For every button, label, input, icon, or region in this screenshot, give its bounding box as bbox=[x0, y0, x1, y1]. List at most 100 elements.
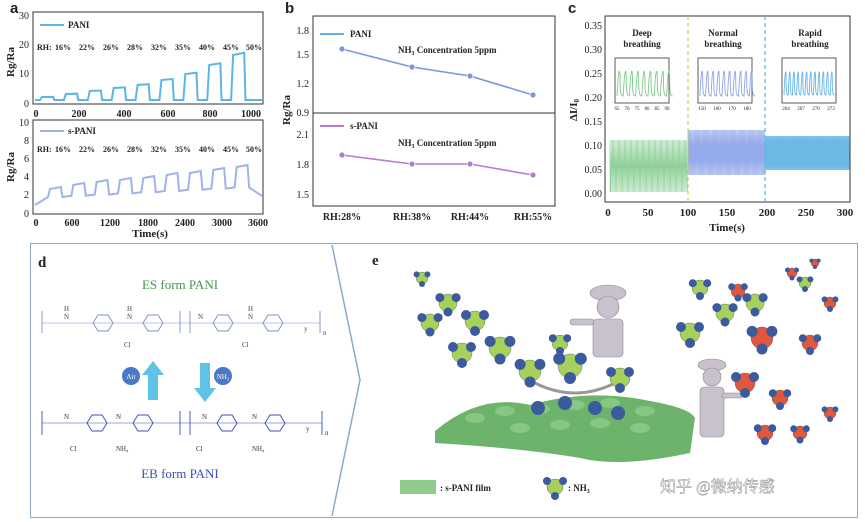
c-xtick: 100 bbox=[680, 207, 697, 219]
eb-nh4-ion: NH₄ bbox=[252, 445, 265, 453]
reacted-molecule-h-atom bbox=[731, 372, 741, 382]
panel-label-a: a bbox=[10, 0, 19, 17]
panel-e-figure: e : s-PANI film : NH3 知乎 @微纳传感 bbox=[372, 253, 839, 500]
c-ytick: 0.00 bbox=[585, 189, 603, 200]
reacted-molecule-h-atom bbox=[756, 343, 768, 355]
eb-cl-ion: Cl bbox=[70, 445, 77, 453]
reacted-molecule-h-atom bbox=[740, 283, 748, 291]
a-top-legend: PANI bbox=[68, 20, 90, 30]
guard-figure-1 bbox=[569, 284, 627, 358]
eb-nh4-ion: NH₄ bbox=[116, 445, 129, 453]
reacted-molecule-h-atom bbox=[798, 334, 807, 343]
es-n-atom: N bbox=[127, 313, 132, 321]
nh3-molecule-h-atom bbox=[425, 327, 435, 337]
es-structure bbox=[41, 311, 321, 333]
a-bot-ylabel: Rg/Ra bbox=[5, 152, 17, 182]
panel-label-c: c bbox=[568, 0, 577, 17]
c-inset-title: Normal bbox=[708, 28, 738, 38]
a-top-ylabel: Rg/Ra bbox=[5, 47, 17, 77]
eb-form-title: EB form PANI bbox=[141, 466, 219, 481]
a-bot-rh-value: 16% bbox=[55, 145, 71, 154]
adsorbed-molecule bbox=[611, 406, 625, 420]
reacted-molecule-h-atom bbox=[806, 347, 814, 355]
c-inset-normal-wave bbox=[699, 70, 756, 97]
a-top-ytick: 30 bbox=[19, 11, 29, 22]
nh3-molecule-h-atom bbox=[424, 271, 431, 278]
c-inset-deep-wave bbox=[616, 70, 673, 97]
eb-n-atom: N bbox=[64, 413, 69, 421]
a-bot-xtick: 3600 bbox=[248, 218, 268, 229]
nh3-molecule-h-atom bbox=[574, 352, 587, 365]
eb-n-atom: N bbox=[252, 413, 257, 421]
c-inset-tick: 85 bbox=[655, 107, 661, 112]
b-top-series-line bbox=[341, 48, 534, 96]
a-bot-ytick: 0 bbox=[24, 209, 29, 220]
eb-structure bbox=[41, 411, 323, 435]
panel-a-figure: 0 10 20 30 0 200 400 600 800 1000 Rg/Ra … bbox=[5, 11, 268, 240]
c-inset-title: breathing bbox=[623, 39, 661, 49]
a-top-rh-value: 22% bbox=[79, 43, 95, 52]
nh3-molecule-h-atom bbox=[417, 313, 427, 323]
a-top-rh-prefix: RH: bbox=[37, 43, 52, 52]
a-bot-xtick: 1200 bbox=[100, 218, 120, 229]
a-bot-xlabel: Time(s) bbox=[132, 228, 168, 240]
reacted-molecule-h-atom bbox=[794, 267, 799, 273]
b-top-annotation: NH3 Concentration 5ppm bbox=[398, 45, 497, 57]
c-inset-title: breathing bbox=[791, 39, 829, 49]
air-arrow bbox=[142, 361, 164, 400]
adsorbed-molecule bbox=[558, 396, 572, 410]
nh3-molecule-h-atom bbox=[504, 335, 516, 347]
a-top-xtick: 800 bbox=[203, 109, 218, 120]
reacted-molecule-h-atom bbox=[746, 325, 758, 337]
nh3-molecule-h-atom bbox=[433, 313, 443, 323]
a-top-xtick: 200 bbox=[72, 109, 87, 120]
nh3-molecule-h-atom bbox=[435, 293, 445, 303]
nh3-molecule-h-atom bbox=[802, 286, 808, 292]
nh3-molecule-h-atom bbox=[461, 310, 471, 320]
nh3-molecule-h-atom bbox=[720, 317, 730, 327]
a-bot-xtick: 1800 bbox=[138, 218, 158, 229]
a-top-rh-value: 45% bbox=[223, 43, 239, 52]
a-top-ytick: 10 bbox=[19, 69, 29, 80]
nh3-molecule-h-atom bbox=[696, 292, 704, 300]
c-inset-tick: 180 bbox=[743, 107, 751, 112]
b-ylabel: Rg/Ra bbox=[281, 95, 293, 125]
c-inset-tick: 75 bbox=[635, 107, 641, 112]
c-inset-tick: 170 bbox=[728, 107, 736, 112]
reacted-molecule-h-atom bbox=[783, 389, 792, 398]
c-inset-rapid-wave bbox=[783, 71, 835, 96]
c-inset-tick: 160 bbox=[713, 107, 721, 112]
c-normal-signal bbox=[687, 129, 766, 176]
es-n-atom: N bbox=[198, 313, 203, 321]
reacted-molecule-h-atom bbox=[813, 265, 817, 269]
a-bot-rh-value: 40% bbox=[199, 145, 215, 154]
panel-label-e: e bbox=[372, 253, 379, 269]
c-xtick: 0 bbox=[605, 207, 611, 219]
a-top-rh-value: 50% bbox=[246, 43, 262, 52]
c-xtick: 50 bbox=[643, 207, 655, 219]
air-label: Air bbox=[126, 373, 136, 381]
a-top-xtick: 0 bbox=[34, 109, 39, 120]
c-xtick: 300 bbox=[837, 207, 854, 219]
es-n-sub: n bbox=[323, 329, 327, 337]
es-n-atom: N bbox=[248, 313, 253, 321]
reacted-molecule-h-atom bbox=[734, 294, 742, 302]
nh3-molecule-h-atom bbox=[758, 293, 768, 303]
c-inset-tick: 267 bbox=[797, 107, 805, 112]
nh3-molecule-h-atom bbox=[750, 307, 760, 317]
c-ytick: 0.25 bbox=[585, 69, 603, 80]
b-bot-annotation: NH3 Concentration 5ppm bbox=[398, 138, 497, 150]
nh3-legend-h bbox=[559, 477, 567, 485]
b-bot-series-point bbox=[408, 160, 416, 168]
eb-n-atom: N bbox=[116, 413, 121, 421]
cycle-arrow bbox=[534, 381, 616, 395]
b-xtick: RH:38% bbox=[393, 212, 431, 223]
reacted-molecule-h-atom bbox=[832, 296, 839, 303]
reacted-molecule-h-atom bbox=[768, 389, 777, 398]
film-legend-swatch bbox=[400, 480, 436, 494]
eb-cl-ion: Cl bbox=[196, 445, 203, 453]
reacted-molecule-h-atom bbox=[790, 425, 798, 433]
c-inset-title: breathing bbox=[704, 39, 742, 49]
nh3-molecule-h-atom bbox=[564, 372, 576, 384]
nh3-molecule-h-atom bbox=[807, 276, 814, 283]
